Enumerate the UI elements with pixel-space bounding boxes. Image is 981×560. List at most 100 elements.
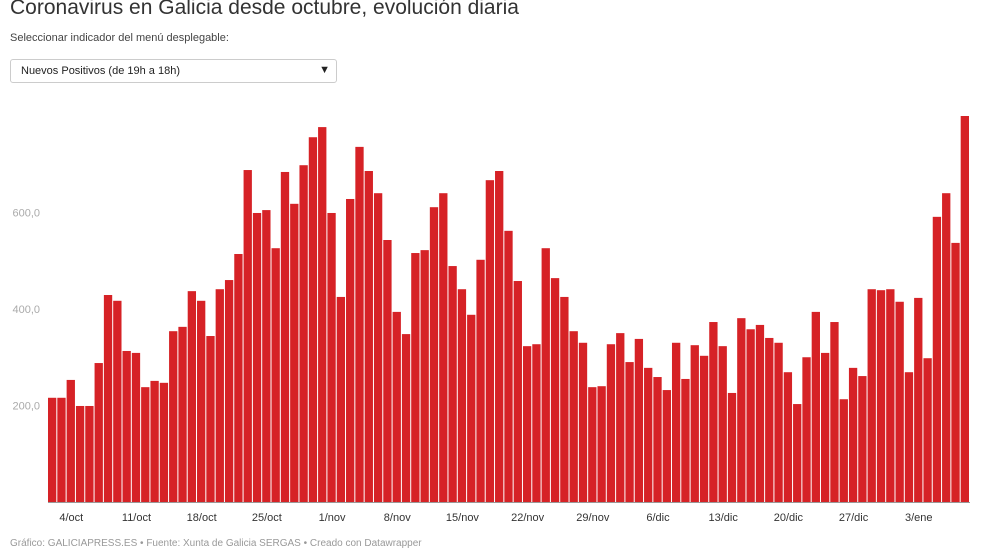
- bar: [858, 376, 867, 502]
- bar: [429, 207, 439, 502]
- bar: [681, 378, 690, 502]
- bar: [671, 342, 681, 502]
- bar: [485, 180, 495, 503]
- bar: [420, 250, 429, 502]
- bar: [737, 318, 746, 502]
- bar: [765, 337, 774, 502]
- bar: [746, 329, 755, 502]
- bar: [578, 342, 588, 502]
- bar: [401, 334, 411, 502]
- x-tick-label: 3/ene: [905, 512, 933, 524]
- bar: [308, 137, 318, 503]
- bar: [522, 346, 532, 502]
- bar: [346, 198, 355, 503]
- bar: [848, 367, 858, 502]
- bar: [942, 193, 951, 502]
- bar: [588, 387, 597, 502]
- bar: [290, 203, 299, 502]
- bar: [243, 170, 252, 503]
- chart-title: Coronavirus en Galicia desde octubre, ev…: [10, 0, 519, 19]
- bar: [373, 193, 383, 502]
- bar: [336, 296, 346, 502]
- indicator-dropdown[interactable]: Nuevos Positivos (de 19h a 18h) ▼: [10, 59, 337, 83]
- bar: [876, 290, 886, 502]
- bar: [914, 297, 923, 502]
- dropdown-prompt: Seleccionar indicador del menú desplegab…: [10, 32, 229, 44]
- bar: [327, 212, 336, 503]
- bar: [75, 405, 85, 502]
- bar: [504, 230, 513, 502]
- bar: [634, 338, 644, 502]
- bar: [895, 301, 904, 502]
- bar: [113, 300, 122, 502]
- bar: [727, 392, 737, 502]
- bar: [467, 314, 476, 502]
- x-tick-label: 20/dic: [774, 512, 804, 524]
- bar: [690, 345, 699, 502]
- bar: [178, 326, 187, 502]
- bar: [951, 242, 960, 502]
- y-tick-label: 600,0: [12, 208, 40, 220]
- bar: [280, 171, 290, 502]
- bar: [448, 266, 457, 502]
- x-tick-label: 8/nov: [384, 512, 411, 524]
- bar: [206, 336, 215, 502]
- bar: [569, 331, 578, 502]
- y-tick-label: 400,0: [12, 304, 40, 316]
- bar: [783, 372, 793, 502]
- bar: [662, 390, 671, 502]
- bar: [709, 322, 718, 502]
- bar: [811, 311, 820, 502]
- dropdown-selected-value: Nuevos Positivos (de 19h a 18h): [21, 65, 180, 77]
- bar: [122, 350, 131, 502]
- bar: [252, 212, 262, 503]
- bar: [653, 377, 662, 502]
- bar: [476, 259, 485, 502]
- bar: [299, 165, 308, 502]
- bar: [513, 281, 522, 502]
- bar: [457, 289, 467, 502]
- bar: [169, 331, 178, 502]
- bar: [625, 362, 634, 502]
- bar: [793, 404, 802, 502]
- bar: [94, 363, 103, 502]
- bar: [262, 210, 271, 502]
- bar: [187, 291, 197, 502]
- x-tick-label: 18/oct: [187, 512, 217, 524]
- bar: [411, 253, 420, 502]
- bar: [960, 116, 969, 502]
- bar: [141, 387, 150, 502]
- bar: [150, 380, 159, 502]
- bar: [57, 397, 66, 502]
- bar: [234, 253, 243, 502]
- bar: [606, 344, 616, 502]
- bar: [159, 382, 169, 502]
- chevron-down-icon: ▼: [319, 64, 330, 76]
- x-tick-label: 22/nov: [511, 512, 545, 524]
- bar: [550, 278, 560, 502]
- bar: [271, 248, 280, 502]
- bar: [197, 300, 206, 502]
- bar: [48, 397, 57, 502]
- bar: [597, 386, 606, 502]
- bar: [103, 295, 113, 502]
- bar: [932, 216, 942, 502]
- x-tick-label: 1/nov: [319, 512, 346, 524]
- bar: [532, 344, 541, 502]
- bar: [616, 333, 625, 502]
- bar: [383, 240, 392, 502]
- y-tick-label: 200,0: [12, 401, 40, 413]
- bar: [774, 342, 783, 502]
- bar: [904, 372, 914, 502]
- bar: [830, 322, 839, 502]
- x-tick-label: 15/nov: [446, 512, 480, 524]
- bar: [886, 289, 895, 502]
- bar: [560, 296, 569, 502]
- bar: [839, 399, 848, 502]
- x-tick-label: 25/oct: [252, 512, 282, 524]
- bar: [718, 346, 727, 502]
- bar: [495, 171, 504, 502]
- chart-footer: Gráfico: GALICIAPRESS.ES • Fuente: Xunta…: [10, 538, 422, 549]
- bar: [699, 355, 709, 502]
